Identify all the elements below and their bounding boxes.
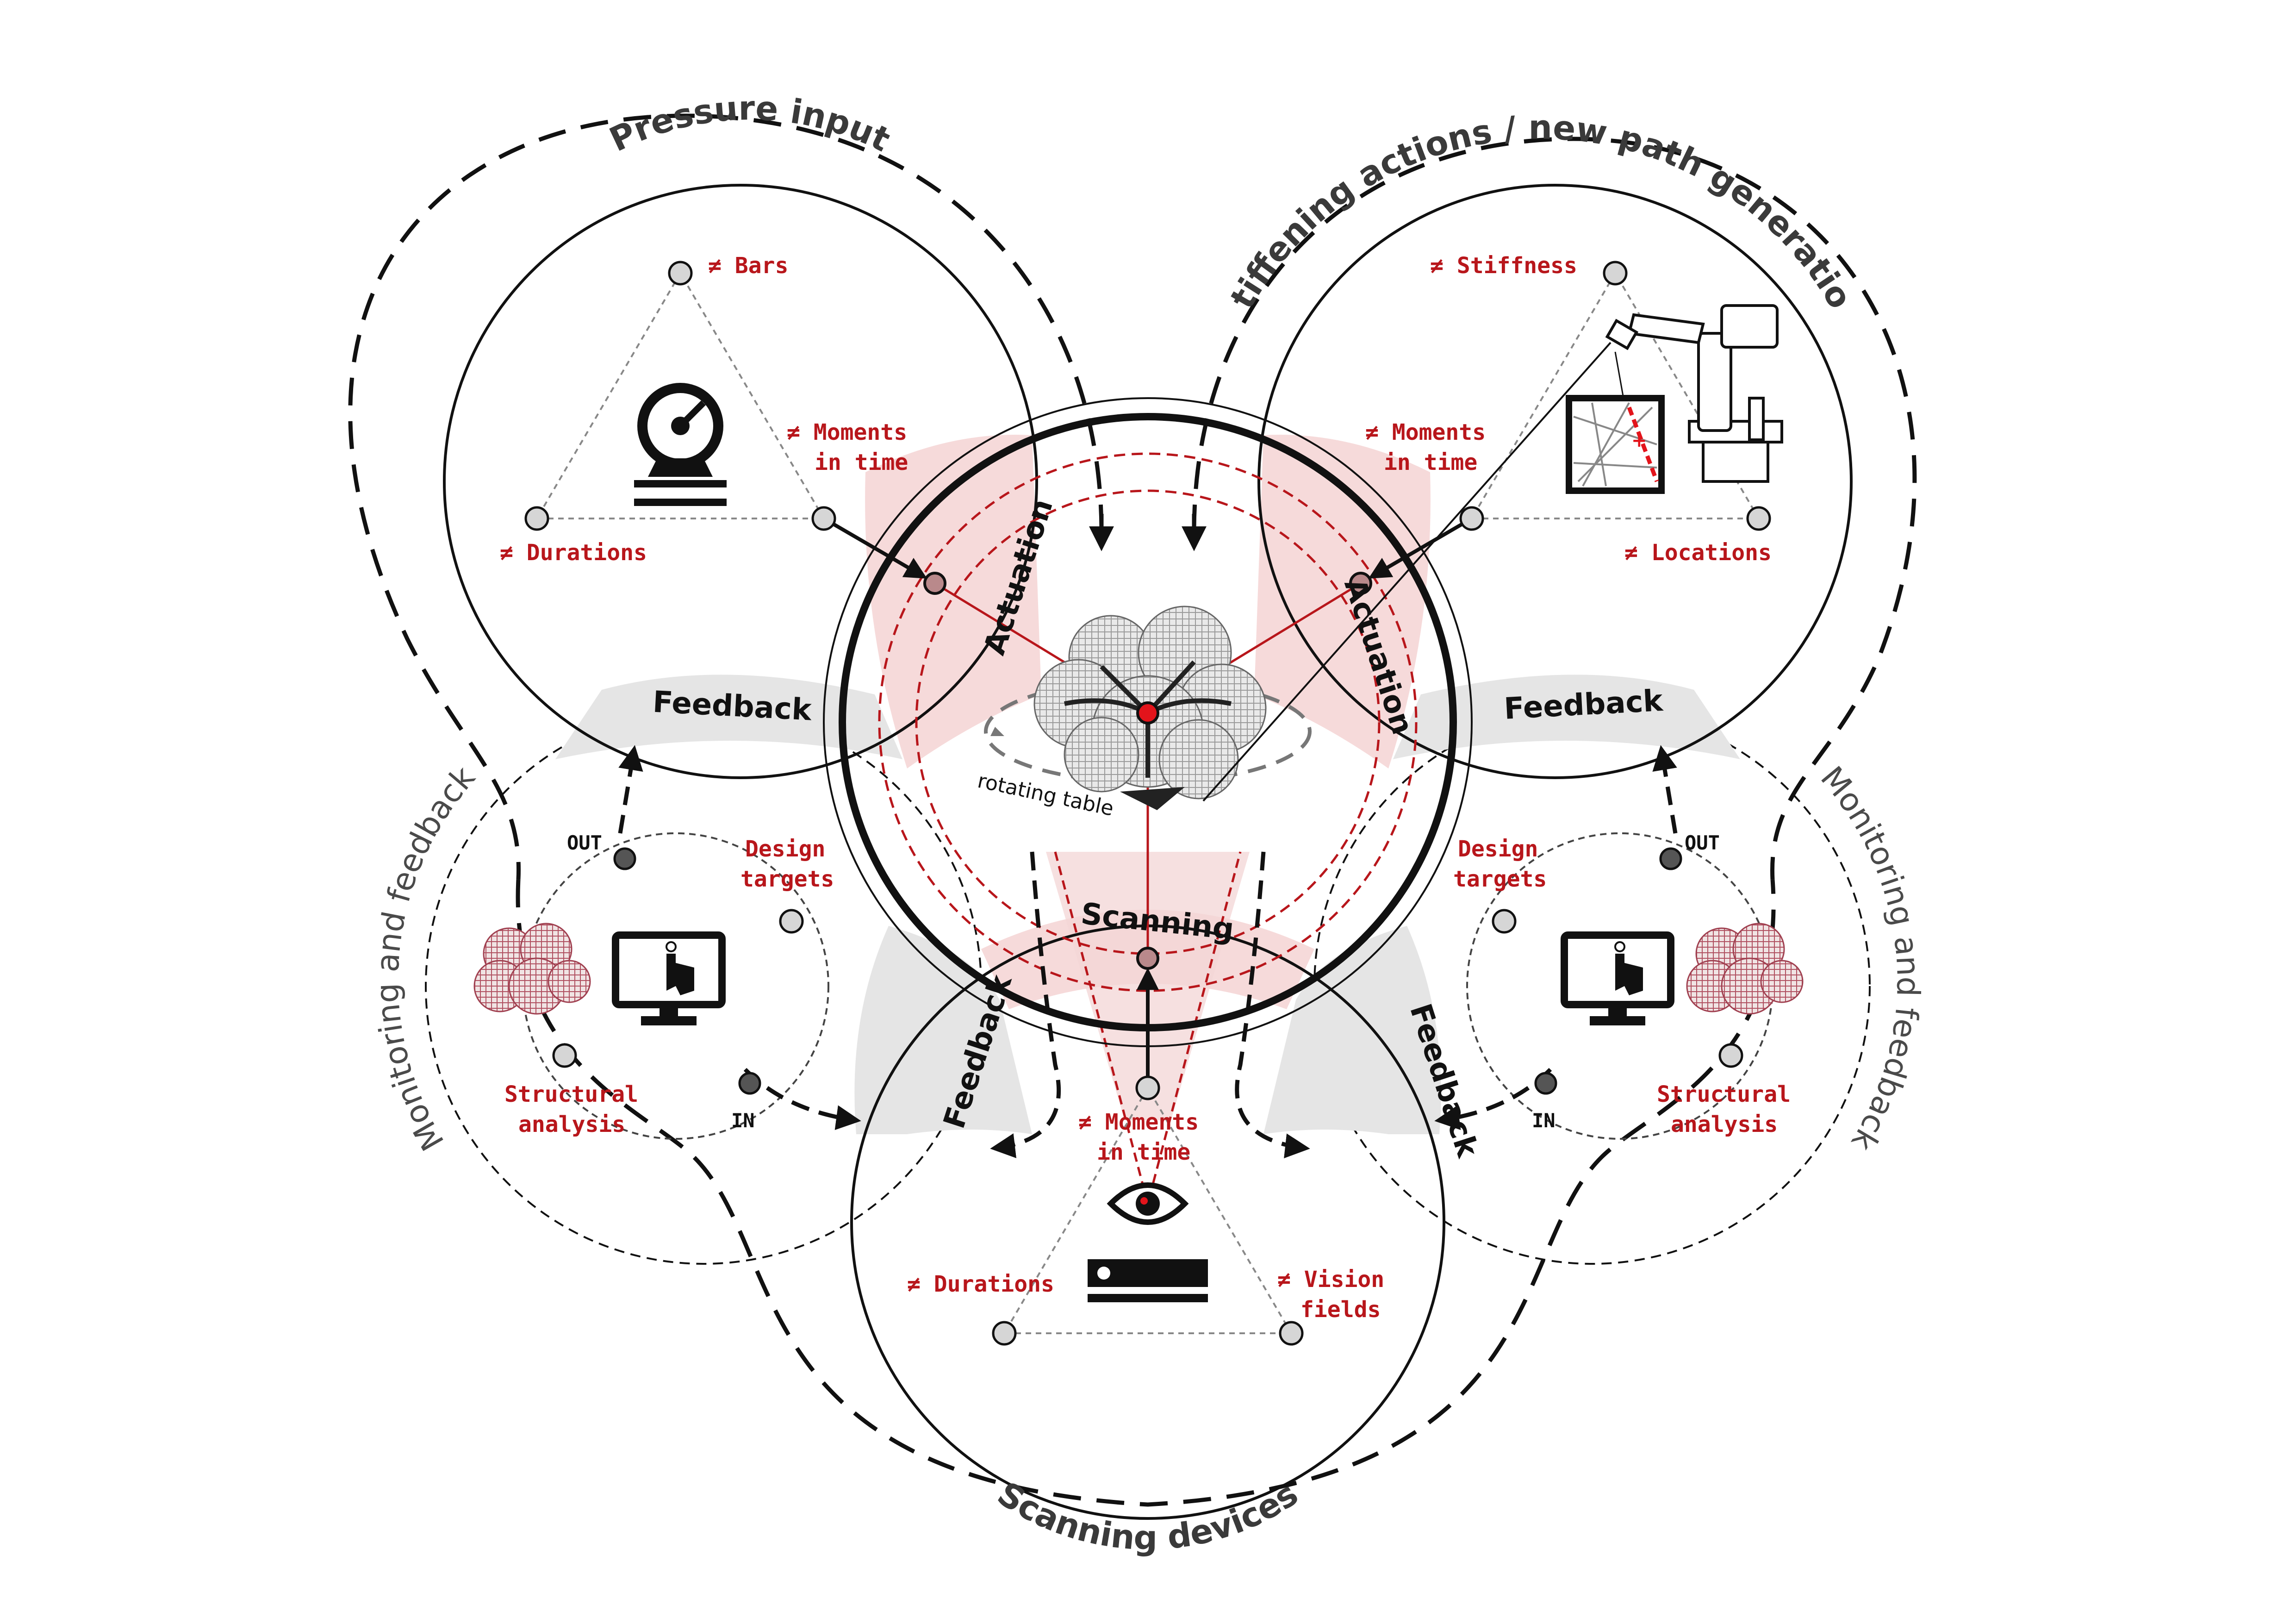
structural-mesh-icon — [473, 923, 591, 1015]
label-out-left: OUT — [567, 831, 602, 854]
io-nodes — [613, 847, 1682, 1095]
label-durations: ≠ Durations — [500, 540, 647, 566]
label-moments-2: in time — [1384, 450, 1477, 475]
svg-text:+: + — [1631, 430, 1647, 451]
outer-dashed-loops — [348, 113, 1917, 1507]
center-node — [1136, 701, 1159, 725]
stiffening-labels: ≠ Stiffness ≠ Moments in time ≠ Location… — [1365, 253, 1772, 566]
scanner-device-icon — [1088, 1259, 1208, 1302]
label-vision-2: fields — [1300, 1297, 1381, 1323]
label-structural-1: Structural — [504, 1081, 638, 1107]
label-in-left: IN — [731, 1109, 755, 1132]
label-durations: ≠ Durations — [907, 1271, 1054, 1297]
label-feedback-top-right: Feedback — [1503, 684, 1664, 726]
label-out-right: OUT — [1685, 831, 1720, 854]
label-moments-1: ≠ Moments — [1365, 419, 1486, 445]
label-structural-2: analysis — [518, 1112, 625, 1137]
label-design-2: targets — [740, 866, 834, 892]
io-labels: OUT IN OUT IN — [567, 831, 1720, 1132]
computer-touch-icon — [612, 931, 726, 1025]
structural-mesh-icon — [1686, 923, 1804, 1015]
eye-icon — [1107, 1182, 1189, 1225]
label-moments-2: in time — [815, 450, 908, 475]
label-design-2: targets — [1453, 866, 1547, 892]
stiffness-grid-icon: + — [1566, 395, 1665, 494]
feedback-bands — [555, 675, 1740, 1134]
inner-red-circles — [878, 452, 1418, 992]
label-vision-1: ≠ Vision — [1277, 1267, 1384, 1293]
triangles — [535, 271, 1761, 1334]
label-structural-1: Structural — [1657, 1081, 1791, 1107]
label-moments-1: ≠ Moments — [1078, 1109, 1199, 1135]
band-nodes — [923, 572, 1372, 970]
title-scanning-devices: Scanning devices — [991, 1474, 1305, 1557]
label-bars: ≠ Bars — [708, 253, 788, 279]
robot-tool-path — [1202, 342, 1612, 802]
pressure-labels: ≠ Bars ≠ Moments in time ≠ Durations — [500, 253, 908, 566]
title-pressure-input: Pressure input — [604, 88, 896, 159]
label-locations: ≠ Locations — [1624, 540, 1772, 566]
label-design-1: Design — [745, 836, 825, 862]
label-in-right: IN — [1532, 1109, 1556, 1132]
inflated-cluster-icon — [1033, 606, 1267, 810]
monitor-left-labels: Design targets Structural analysis — [504, 836, 834, 1137]
title-stiffening: Stiffening actions / new path generation — [0, 0, 1860, 315]
label-design-1: Design — [1458, 836, 1538, 862]
title-monitoring-right: Monitoring and feedback — [1813, 760, 1926, 1157]
scanning-labels: ≠ Moments in time ≠ Durations ≠ Vision f… — [907, 1109, 1384, 1323]
computer-touch-icon — [1561, 931, 1674, 1025]
arrows — [822, 517, 1473, 1088]
label-structural-2: analysis — [1671, 1112, 1778, 1137]
label-stiffness: ≠ Stiffness — [1430, 253, 1577, 279]
main-circles — [443, 184, 1853, 1520]
actuation-bands — [865, 435, 1431, 1009]
label-feedback-top-left: Feedback — [652, 685, 813, 728]
vertex-nodes — [524, 261, 1771, 1346]
label-moments-2: in time — [1097, 1139, 1190, 1165]
label-moments-1: ≠ Moments — [787, 419, 907, 445]
monitor-right-labels: Design targets Structural analysis — [1453, 836, 1791, 1137]
robot-arm-icon — [1605, 304, 1783, 483]
pressure-gauge-icon — [634, 383, 727, 506]
title-monitoring-left: Monitoring and feedback — [369, 759, 483, 1156]
